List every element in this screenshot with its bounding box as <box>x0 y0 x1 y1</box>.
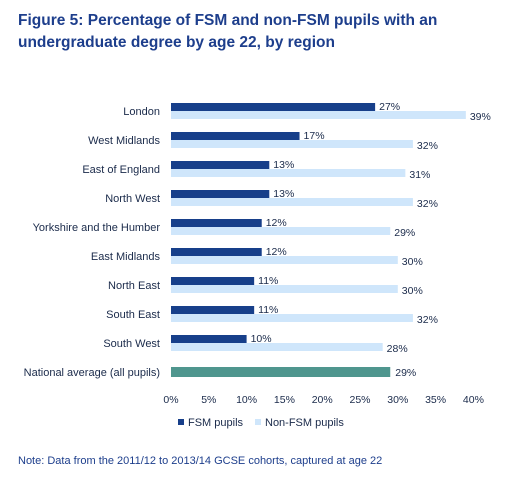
x-tick-label: 20% <box>312 394 333 406</box>
fsm-data-label: 10% <box>251 333 272 345</box>
category-label: National average (all pupils) <box>24 367 160 379</box>
non-fsm-bar <box>171 285 398 293</box>
non-fsm-data-label: 31% <box>409 169 430 181</box>
chart-note: Note: Data from the 2011/12 to 2013/14 G… <box>18 455 383 467</box>
x-tick-label: 0% <box>163 394 178 406</box>
x-tick-label: 10% <box>236 394 257 406</box>
non-fsm-data-label: 30% <box>402 285 423 297</box>
non-fsm-data-label: 30% <box>402 256 423 268</box>
fsm-bar <box>171 132 300 140</box>
non-fsm-data-label: 29% <box>394 227 415 239</box>
legend-swatch-fsm <box>178 419 184 425</box>
category-label: South West <box>103 338 160 350</box>
non-fsm-data-label: 32% <box>417 140 438 152</box>
fsm-data-label: 13% <box>273 159 294 171</box>
non-fsm-bar <box>171 198 413 206</box>
non-fsm-bar <box>171 169 406 177</box>
non-fsm-bar <box>171 256 398 264</box>
category-label: North East <box>108 280 160 292</box>
category-label: Yorkshire and the Humber <box>33 222 161 234</box>
non-fsm-bar <box>171 227 391 235</box>
national-average-data-label: 29% <box>395 367 416 379</box>
fsm-bar <box>171 219 262 227</box>
non-fsm-data-label: 32% <box>417 314 438 326</box>
legend-label-non-fsm: Non-FSM pupils <box>265 417 344 429</box>
category-label: East of England <box>82 164 160 176</box>
fsm-bar <box>171 103 376 111</box>
x-tick-label: 25% <box>349 394 370 406</box>
fsm-data-label: 11% <box>258 275 278 287</box>
fsm-bar <box>171 335 247 343</box>
x-tick-label: 40% <box>463 394 484 406</box>
non-fsm-data-label: 28% <box>387 343 408 355</box>
fsm-bar <box>171 306 255 314</box>
legend-label-fsm: FSM pupils <box>188 417 244 429</box>
national-average-bar <box>171 367 391 377</box>
fsm-bar <box>171 277 255 285</box>
fsm-bar <box>171 248 262 256</box>
non-fsm-bar <box>171 314 413 322</box>
chart-title: Figure 5: Percentage of FSM and non-FSM … <box>18 12 438 51</box>
fsm-data-label: 12% <box>266 217 287 229</box>
fsm-data-label: 27% <box>379 101 400 113</box>
non-fsm-data-label: 32% <box>417 198 438 210</box>
category-label: West Midlands <box>88 135 160 147</box>
fsm-data-label: 17% <box>304 130 325 142</box>
category-label: South East <box>106 309 160 321</box>
non-fsm-data-label: 39% <box>470 111 491 123</box>
non-fsm-bar <box>171 111 466 119</box>
x-tick-label: 35% <box>425 394 446 406</box>
fsm-bar <box>171 161 270 169</box>
legend-swatch-non-fsm <box>255 419 261 425</box>
non-fsm-bar <box>171 140 413 148</box>
category-label: East Midlands <box>91 251 161 263</box>
x-tick-label: 15% <box>274 394 295 406</box>
non-fsm-bar <box>171 343 383 351</box>
fsm-data-label: 13% <box>273 188 294 200</box>
category-label: London <box>123 106 160 118</box>
x-tick-label: 30% <box>387 394 408 406</box>
fsm-bar <box>171 190 270 198</box>
category-label: North West <box>105 193 160 205</box>
x-tick-label: 5% <box>201 394 216 406</box>
fsm-data-label: 11% <box>258 304 278 316</box>
fsm-data-label: 12% <box>266 246 287 258</box>
